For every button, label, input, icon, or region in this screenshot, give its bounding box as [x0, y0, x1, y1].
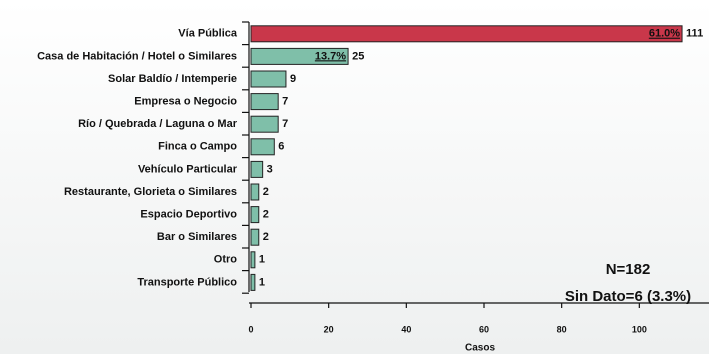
- bar: [250, 251, 256, 269]
- bar: [250, 206, 260, 224]
- value-label: 9: [290, 73, 296, 85]
- value-label: 7: [282, 96, 288, 108]
- bar: [250, 160, 264, 178]
- bar: [250, 183, 260, 201]
- annotation: Sin Dato=6 (3.3%): [565, 288, 691, 305]
- bar: [250, 138, 275, 156]
- y-tick-label: Vehículo Particular: [138, 163, 238, 175]
- bar: [250, 47, 349, 65]
- y-tick-label: Restaurante, Glorieta o Similares: [64, 186, 237, 198]
- x-tick-label: 60: [479, 324, 489, 334]
- x-tick-label: 40: [401, 324, 411, 334]
- y-tick-label: Bar o Similares: [157, 231, 237, 243]
- x-axis-label: Casos: [465, 343, 495, 354]
- x-tick-label: 20: [324, 324, 334, 334]
- annotation: N=182: [606, 261, 651, 278]
- bar: [250, 115, 279, 133]
- value-label: 2: [263, 186, 269, 198]
- x-tick-label: 80: [557, 324, 567, 334]
- y-tick-label: Vía Pública: [178, 28, 238, 40]
- value-label: 111: [686, 28, 703, 40]
- y-tick-label: Transporte Público: [137, 276, 237, 288]
- bar: [250, 273, 256, 291]
- percent-label: 13.7%: [315, 50, 346, 62]
- value-label: 25: [352, 50, 364, 62]
- value-label: 7: [282, 118, 288, 130]
- y-tick-label: Empresa o Negocio: [134, 96, 237, 108]
- bar: [250, 93, 279, 111]
- value-label: 1: [259, 254, 265, 266]
- bar: [250, 228, 260, 246]
- y-tick-label: Finca o Campo: [158, 141, 237, 153]
- bar: [250, 25, 683, 43]
- y-tick-label: Otro: [214, 254, 238, 266]
- percent-label: 61.0%: [649, 28, 680, 40]
- bar: [250, 70, 287, 88]
- value-label: 2: [263, 231, 269, 243]
- y-tick-label: Casa de Habitación / Hotel o Similares: [37, 50, 237, 62]
- y-tick-label: Río / Quebrada / Laguna o Mar: [78, 118, 238, 130]
- value-label: 6: [278, 141, 284, 153]
- value-label: 2: [263, 209, 269, 221]
- y-tick-label: Espacio Deportivo: [140, 209, 237, 221]
- value-label: 1: [259, 276, 265, 288]
- x-tick-label: 100: [632, 324, 647, 334]
- x-tick-label: 0: [248, 324, 253, 334]
- y-tick-label: Solar Baldío / Intemperie: [108, 73, 237, 85]
- value-label: 3: [267, 163, 273, 175]
